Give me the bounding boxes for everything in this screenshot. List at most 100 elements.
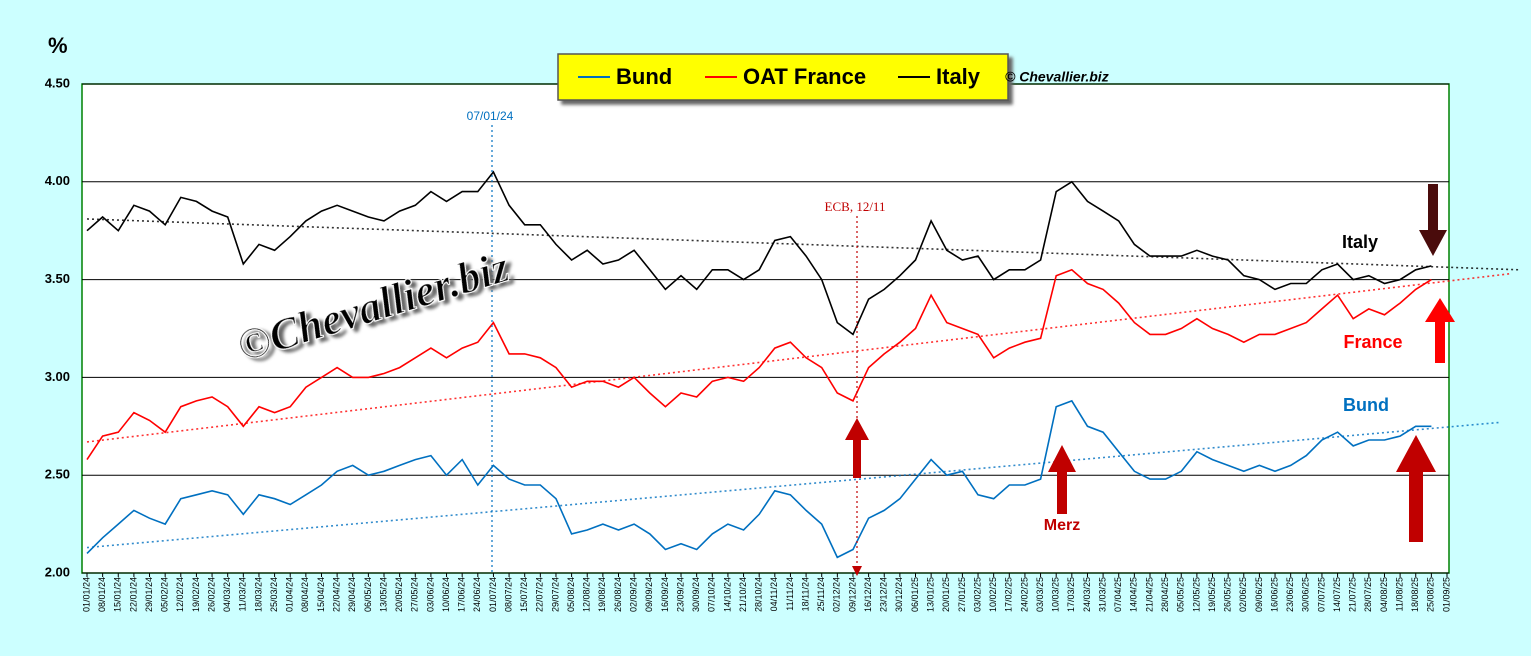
x-tick-label: 28/07/25 — [1363, 577, 1373, 612]
x-tick-label: 09/09/24 — [644, 577, 654, 612]
x-tick-label: 14/10/24 — [722, 577, 732, 612]
x-tick-label: 11/11/24 — [785, 577, 795, 611]
x-tick-label: 18/08/25 — [1410, 577, 1420, 612]
x-tick-label: 29/04/24 — [347, 577, 357, 612]
x-tick-label: 19/02/24 — [191, 577, 201, 612]
x-tick-label: 17/02/25 — [1004, 577, 1014, 612]
x-tick-label: 19/08/24 — [597, 577, 607, 612]
x-tick-label: 04/08/25 — [1379, 577, 1389, 612]
x-tick-label: 17/06/24 — [457, 577, 467, 612]
x-tick-label: 31/03/25 — [1097, 577, 1107, 612]
x-tick-label: 17/03/25 — [1066, 577, 1076, 612]
arrow — [1419, 184, 1447, 256]
series-line — [86, 399, 1432, 559]
x-tick-label: 10/02/25 — [988, 577, 998, 612]
x-tick-label: 05/05/25 — [1176, 577, 1186, 612]
x-tick-label: 30/12/24 — [894, 577, 904, 612]
x-tick-label: 20/05/24 — [394, 577, 404, 612]
x-tick-label: 26/05/25 — [1223, 577, 1233, 612]
x-tick-label: 18/03/24 — [253, 577, 263, 612]
x-tick-label: 24/06/24 — [472, 577, 482, 612]
arrow — [1425, 298, 1455, 363]
x-tick-label: 09/12/24 — [847, 577, 857, 612]
x-tick-label: 03/03/25 — [1035, 577, 1045, 612]
series-label: Italy — [1342, 232, 1378, 252]
y-tick-label: 4.00 — [45, 173, 70, 188]
y-tick-label: 4.50 — [45, 75, 70, 90]
x-tick-label: 09/06/25 — [1254, 577, 1264, 612]
y-tick-label: 3.00 — [45, 369, 70, 384]
x-tick-label: 03/06/24 — [425, 577, 435, 612]
series-line — [86, 268, 1432, 461]
x-tick-label: 26/02/24 — [206, 577, 216, 612]
arrow — [1396, 435, 1436, 542]
x-tick-label: 29/01/24 — [144, 577, 154, 612]
x-tick-label: 21/10/24 — [738, 577, 748, 612]
trend-line — [86, 218, 1521, 271]
x-tick-label: 15/01/24 — [113, 577, 123, 612]
x-tick-label: 10/06/24 — [441, 577, 451, 612]
legend-label: Italy — [936, 64, 981, 89]
x-tick-label: 22/01/24 — [128, 577, 138, 612]
x-tick-label: 05/02/24 — [160, 577, 170, 612]
x-tick-label: 19/05/25 — [1207, 577, 1217, 612]
y-tick-label: 3.50 — [45, 271, 70, 286]
x-tick-label: 24/02/25 — [1019, 577, 1029, 612]
x-tick-label: 13/01/25 — [926, 577, 936, 612]
x-tick-label: 12/08/24 — [582, 577, 592, 612]
x-tick-label: 07/04/25 — [1113, 577, 1123, 612]
x-tick-label: 30/06/25 — [1301, 577, 1311, 612]
x-tick-label: 01/01/24 — [81, 577, 91, 612]
x-tick-label: 21/07/25 — [1348, 577, 1358, 612]
x-tick-label: 01/04/24 — [285, 577, 295, 612]
x-tick-label: 08/01/24 — [97, 577, 107, 612]
x-tick-label: 12/05/25 — [1191, 577, 1201, 612]
x-tick-label: 23/06/25 — [1285, 577, 1295, 612]
y-axis-label: % — [48, 33, 68, 58]
x-tick-label: 08/04/24 — [300, 577, 310, 612]
annotation: 07/01/24 — [467, 109, 514, 123]
series-label: France — [1343, 332, 1402, 352]
x-tick-label: 02/09/24 — [629, 577, 639, 612]
series-line — [86, 170, 1432, 336]
arrow-head — [852, 566, 862, 576]
x-tick-label: 06/05/24 — [363, 577, 373, 612]
y-tick-label: 2.50 — [45, 467, 70, 482]
x-tick-label: 28/10/24 — [754, 577, 764, 612]
x-tick-label: 15/07/24 — [519, 577, 529, 612]
x-tick-label: 12/02/24 — [175, 577, 185, 612]
x-tick-label: 25/03/24 — [269, 577, 279, 612]
x-tick-label: 14/07/25 — [1332, 577, 1342, 612]
arrow — [1048, 445, 1076, 514]
x-tick-label: 27/01/25 — [957, 577, 967, 612]
x-tick-label: 26/08/24 — [613, 577, 623, 612]
x-tick-label: 03/02/25 — [972, 577, 982, 612]
x-tick-label: 24/03/25 — [1082, 577, 1092, 612]
x-tick-label: 29/07/24 — [550, 577, 560, 612]
x-tick-label: 16/09/24 — [660, 577, 670, 612]
legend: Bund OAT France Italy — [578, 64, 981, 89]
legend-label: Bund — [616, 64, 672, 89]
x-tick-label: 18/11/24 — [800, 577, 810, 611]
x-tick-label: 05/08/24 — [566, 577, 576, 612]
x-tick-label: 01/07/24 — [488, 577, 498, 612]
series-label: Bund — [1343, 395, 1389, 415]
x-tick-label: 06/01/25 — [910, 577, 920, 612]
arrow — [845, 418, 869, 478]
x-tick-label: 11/03/24 — [238, 577, 248, 611]
x-tick-label: 10/03/25 — [1051, 577, 1061, 612]
annotation: ECB, 12/11 — [825, 199, 886, 214]
x-tick-label: 11/08/25 — [1394, 577, 1404, 611]
x-tick-label: 01/09/25 — [1441, 577, 1451, 612]
x-tick-label: 16/12/24 — [863, 577, 873, 612]
x-tick-label: 20/01/25 — [941, 577, 951, 612]
trend-line — [86, 421, 1501, 549]
x-tick-label: 02/12/24 — [832, 577, 842, 612]
trend-line — [86, 272, 1511, 443]
lines — [86, 170, 1521, 559]
x-tick-label: 08/07/24 — [503, 577, 513, 612]
x-tick-label: 23/09/24 — [675, 577, 685, 612]
x-tick-label: 22/07/24 — [535, 577, 545, 612]
x-tick-label: 04/03/24 — [222, 577, 232, 612]
